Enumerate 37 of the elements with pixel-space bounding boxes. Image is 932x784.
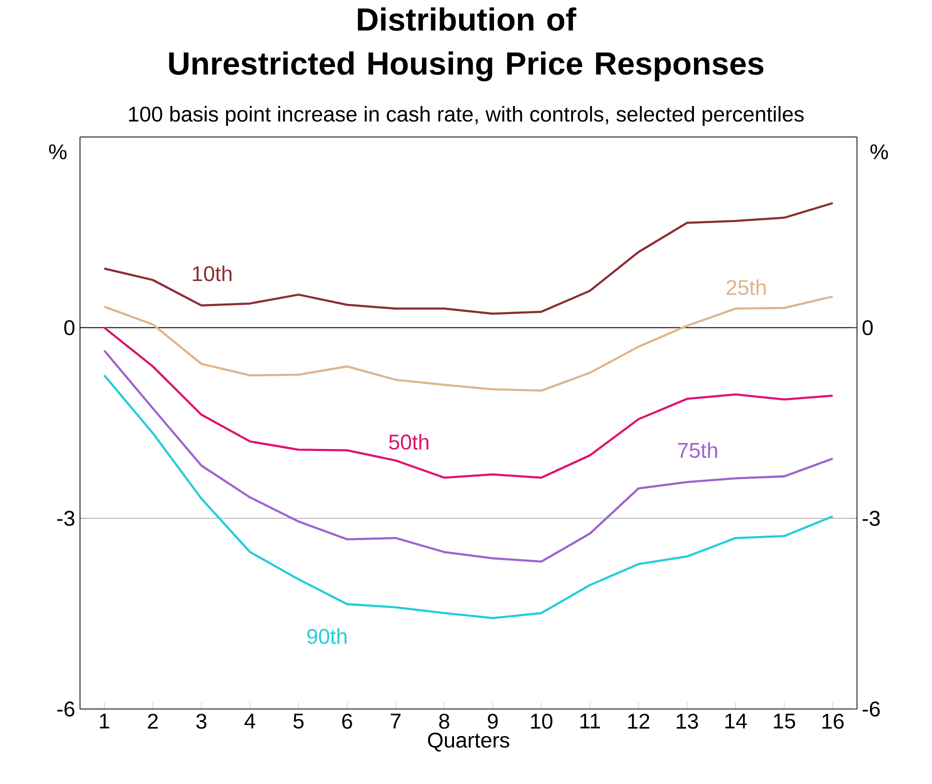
line-series (103, 295, 834, 392)
x-tick-label: 12 (628, 714, 650, 729)
x-tick-label: 11 (580, 714, 600, 728)
series-label: 25th (726, 279, 766, 296)
chart-subtitle: 100 basis point increase in cash rate, with controls, selected percentiles (129, 106, 804, 126)
x-tick-label: 5 (293, 714, 304, 729)
line-series (103, 326, 834, 479)
x-axis-title: Quarters (428, 732, 510, 752)
y2-tick-label: -3 (862, 510, 880, 526)
x-tick-label: 2 (148, 714, 158, 729)
y-tick-label: -6 (57, 701, 74, 717)
y2-tick-label: 0 (862, 320, 873, 336)
series-label: 75th (678, 442, 718, 458)
y-axis-title: % (49, 144, 67, 160)
line-series (103, 202, 834, 315)
x-tick-label: 7 (390, 714, 401, 728)
x-tick-label: 15 (774, 714, 796, 729)
y2-axis-title: % (870, 144, 888, 160)
x-tick-label: 10 (531, 714, 552, 729)
x-tick-label: 1 (100, 714, 110, 728)
x-tick-label: 13 (676, 714, 698, 729)
x-tick-label: 14 (725, 714, 747, 728)
x-tick-label: 6 (342, 714, 352, 729)
x-tick-label: 8 (439, 714, 450, 729)
x-tick-label: 9 (488, 714, 498, 729)
y2-tick-label: -6 (862, 701, 880, 717)
series-label: 90th (307, 628, 346, 644)
y-tick-label: -3 (57, 510, 74, 526)
line-series (103, 349, 834, 563)
x-tick-label: 3 (196, 714, 206, 729)
line-series (103, 374, 834, 620)
chart-title: Distribution of Unrestricted Housing Price Responses (169, 7, 764, 82)
y-tick-label: 0 (64, 320, 74, 336)
series-label: 10th (192, 266, 232, 282)
x-tick-label: 4 (244, 714, 256, 728)
x-tick-label: 16 (822, 714, 844, 729)
series-label: 50th (389, 434, 428, 450)
